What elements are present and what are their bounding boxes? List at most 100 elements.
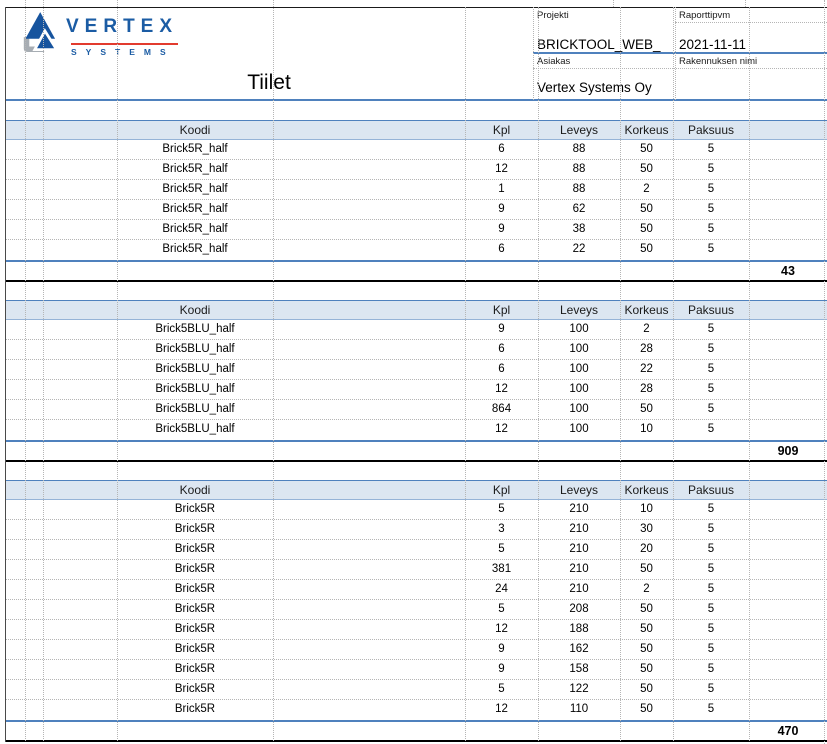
table-row: Brick5R 24 210 2 5 <box>5 580 827 600</box>
column-header-leveys: Leveys <box>559 303 599 317</box>
logo-red-rule <box>71 43 178 45</box>
projekti-label: Projekti <box>537 10 569 21</box>
cell-leveys: 188 <box>569 623 589 635</box>
cell-paksuus: 5 <box>707 343 715 355</box>
table-row: Brick5BLU_half 12 100 10 5 <box>5 420 827 440</box>
gridline-v <box>675 7 676 100</box>
gridline-v <box>613 0 614 7</box>
cell-koodi: Brick5R_half <box>162 143 228 155</box>
cell-koodi: Brick5R_half <box>162 163 228 175</box>
table-row: Brick5BLU_half 6 100 28 5 <box>5 340 827 360</box>
table-header-band: Koodi Kpl Leveys Korkeus Paksuus <box>5 480 827 500</box>
cell-paksuus: 5 <box>707 223 715 235</box>
column-header-korkeus: Korkeus <box>624 303 669 317</box>
cell-paksuus: 5 <box>707 183 715 195</box>
gridline-v <box>673 7 674 741</box>
cell-kpl: 12 <box>495 703 508 715</box>
cell-koodi: Brick5R <box>174 523 216 535</box>
logo-sub-text: SYSTEMS <box>71 47 175 57</box>
cell-kpl: 9 <box>498 663 505 675</box>
cell-leveys: 210 <box>569 523 589 535</box>
cell-korkeus: 50 <box>640 623 653 635</box>
vertex-triangle-icon <box>23 12 60 52</box>
cell-kpl: 3 <box>498 523 505 535</box>
cell-kpl: 6 <box>498 343 505 355</box>
table-row: Brick5R 5 210 20 5 <box>5 540 827 560</box>
table-header-band: Koodi Kpl Leveys Korkeus Paksuus <box>5 120 827 140</box>
gridline-v-right-edge <box>824 0 825 744</box>
cell-leveys: 110 <box>569 703 589 715</box>
raporttipvm-value: 2021-11-11 <box>679 37 747 52</box>
column-header-paksuus: Paksuus <box>687 303 735 317</box>
cell-kpl: 9 <box>498 203 505 215</box>
table-row: Brick5BLU_half 12 100 28 5 <box>5 380 827 400</box>
cell-korkeus: 50 <box>640 163 653 175</box>
cell-leveys: 62 <box>572 203 586 215</box>
cell-korkeus: 2 <box>643 583 650 595</box>
gridline-v <box>538 7 539 741</box>
cell-kpl: 12 <box>495 423 508 435</box>
cell-paksuus: 5 <box>707 623 715 635</box>
cell-paksuus: 5 <box>707 543 715 555</box>
rakennuksen-nimi-label: Rakennuksen nimi <box>679 56 758 67</box>
cell-leveys: 38 <box>572 223 586 235</box>
cell-paksuus: 5 <box>707 363 715 375</box>
cell-koodi: Brick5BLU_half <box>155 423 235 435</box>
table-row: Brick5R 5 210 10 5 <box>5 500 827 520</box>
cell-paksuus: 5 <box>707 243 715 255</box>
cell-paksuus: 5 <box>707 603 715 615</box>
cell-kpl: 1 <box>498 183 505 195</box>
cell-kpl: 6 <box>498 243 505 255</box>
column-header-korkeus: Korkeus <box>624 123 669 137</box>
table-bottom-border <box>5 280 827 282</box>
cell-leveys: 100 <box>569 423 589 435</box>
cell-kpl: 12 <box>495 383 508 395</box>
table-row: Brick5R 12 188 50 5 <box>5 620 827 640</box>
table-bottom-border <box>5 460 827 462</box>
cell-koodi: Brick5R <box>174 563 216 575</box>
cell-kpl: 5 <box>498 603 505 615</box>
report-left-border <box>5 7 6 742</box>
report-top-border <box>5 7 827 8</box>
cell-leveys: 100 <box>569 403 589 415</box>
column-header-paksuus: Paksuus <box>687 483 735 497</box>
cell-koodi: Brick5R <box>174 643 216 655</box>
column-header-kpl: Kpl <box>492 123 511 137</box>
cell-paksuus: 5 <box>707 143 715 155</box>
cell-leveys: 158 <box>569 663 589 675</box>
cell-korkeus: 50 <box>640 403 653 415</box>
raporttipvm-label: Raporttipvm <box>679 10 731 21</box>
column-header-koodi: Koodi <box>179 303 211 317</box>
cell-korkeus: 50 <box>640 143 653 155</box>
gridline-v <box>25 0 26 741</box>
cell-korkeus: 50 <box>640 643 653 655</box>
cell-paksuus: 5 <box>707 163 715 175</box>
table-row: Brick5R_half 9 38 50 5 <box>5 220 827 240</box>
table-row: Brick5R_half 6 22 50 5 <box>5 240 827 260</box>
cell-paksuus: 5 <box>707 583 715 595</box>
cell-leveys: 208 <box>569 603 589 615</box>
cell-paksuus: 5 <box>707 663 715 675</box>
cell-koodi: Brick5BLU_half <box>155 323 235 335</box>
cell-paksuus: 5 <box>707 523 715 535</box>
cell-koodi: Brick5R_half <box>162 203 228 215</box>
cell-kpl: 9 <box>498 643 505 655</box>
cell-koodi: Brick5BLU_half <box>155 403 235 415</box>
vertex-logo: VERTEX SYSTEMS <box>0 0 200 68</box>
cell-korkeus: 22 <box>640 363 653 375</box>
cell-kpl: 6 <box>498 363 505 375</box>
page-title: Tiilet <box>247 71 291 94</box>
projekti-value: BRICKTOOL_WEB_ <box>537 37 661 52</box>
cell-leveys: 88 <box>572 183 586 195</box>
cell-leveys: 100 <box>569 383 589 395</box>
gridline-h <box>675 22 827 23</box>
cell-korkeus: 2 <box>643 183 650 195</box>
cell-korkeus: 10 <box>640 503 653 515</box>
gridline-v <box>620 7 621 741</box>
asiakas-label: Asiakas <box>537 56 571 67</box>
table-header-band: Koodi Kpl Leveys Korkeus Paksuus <box>5 300 827 320</box>
cell-korkeus: 28 <box>640 383 653 395</box>
cell-leveys: 100 <box>569 343 589 355</box>
cell-korkeus: 50 <box>640 683 653 695</box>
table-row: Brick5BLU_half 864 100 50 5 <box>5 400 827 420</box>
